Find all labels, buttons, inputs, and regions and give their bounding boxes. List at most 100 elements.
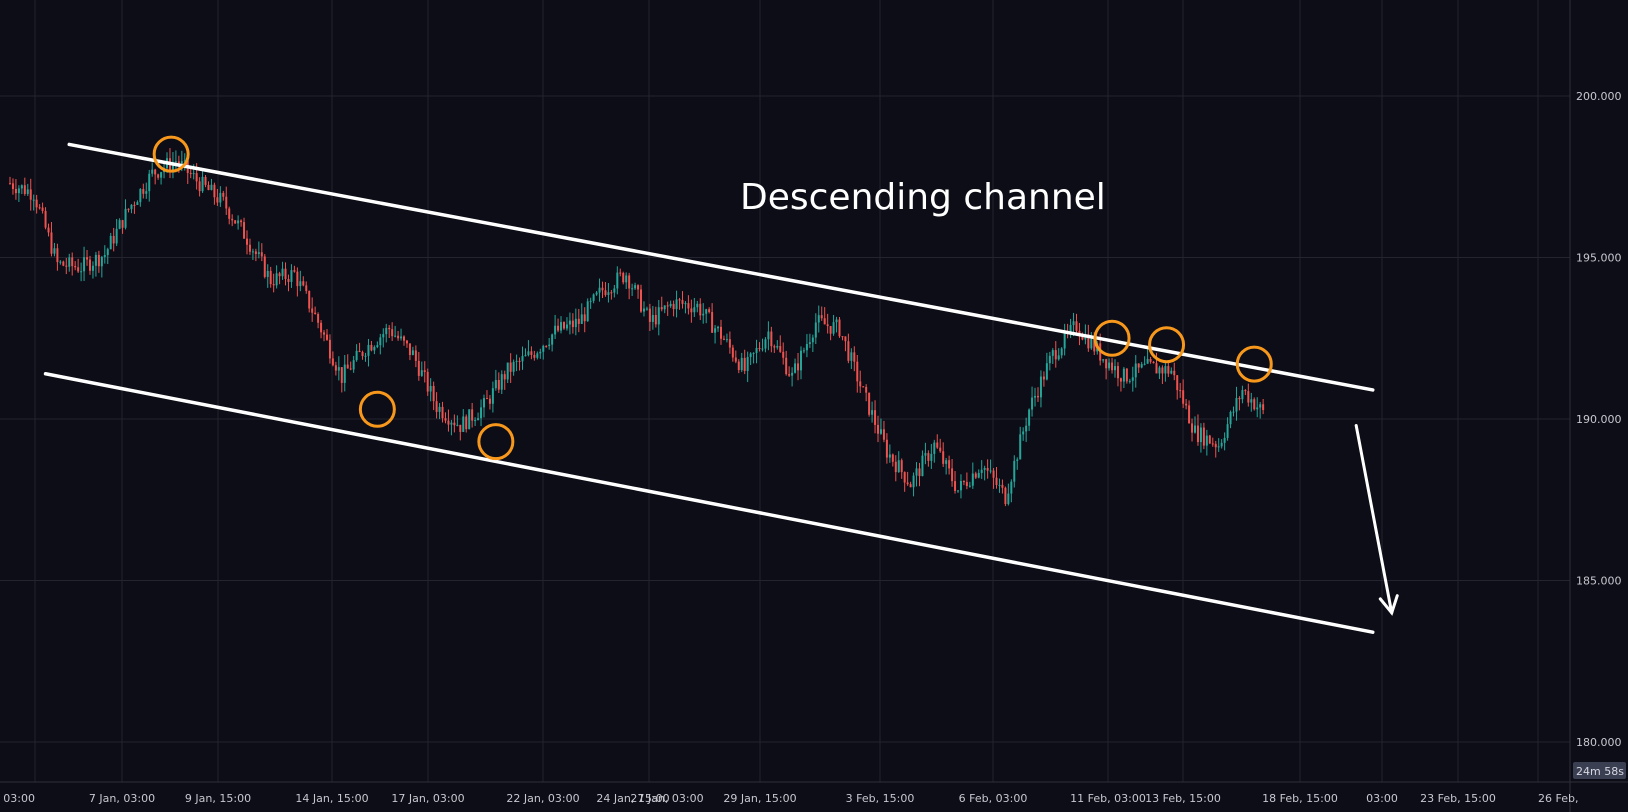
candle-body-150 — [453, 422, 456, 426]
candle-body-276 — [826, 324, 829, 327]
candle-body-320 — [957, 490, 959, 492]
candle-body-177 — [533, 354, 536, 358]
candle-body-39 — [124, 208, 127, 228]
candle-body-228 — [684, 303, 687, 305]
candle-body-379 — [1131, 377, 1134, 381]
candle-body-302 — [903, 472, 906, 483]
candle-body-283 — [847, 341, 850, 361]
candle-body-84 — [257, 252, 260, 255]
candle-body-3 — [17, 188, 20, 194]
candle-body-95 — [290, 270, 293, 282]
candle-body-27 — [88, 259, 91, 271]
candle-body-46 — [145, 191, 148, 194]
y-tick-label-0: 200.000 — [1576, 90, 1622, 103]
candle-body-108 — [328, 339, 331, 359]
touch-circle-3 — [1093, 319, 1131, 357]
candle-body-388 — [1158, 367, 1161, 374]
candle-body-11 — [41, 207, 44, 211]
projection-arrow[interactable] — [1354, 423, 1399, 616]
candle-body-202 — [607, 292, 610, 295]
candle-body-408 — [1217, 446, 1220, 448]
channel-lower-line[interactable] — [43, 372, 1375, 634]
candle-body-89 — [272, 284, 275, 286]
candle-body-135 — [408, 343, 411, 356]
candle-body-310 — [927, 453, 930, 461]
candle-body-68 — [210, 184, 213, 190]
candle-body-282 — [844, 336, 847, 342]
candle-body-164 — [494, 379, 497, 389]
candle-body-272 — [814, 322, 817, 338]
candle-body-281 — [841, 336, 844, 338]
candle-body-92 — [281, 268, 284, 277]
candle-body-340 — [1016, 459, 1019, 461]
candle-body-254 — [761, 348, 764, 350]
candle-body-2 — [14, 188, 17, 194]
candle-body-312 — [933, 442, 936, 454]
price-axis[interactable]: 200.000 195.000 190.000 185.000 180.000 — [1576, 90, 1622, 749]
candle-body-397 — [1185, 403, 1188, 406]
candle-body-220 — [660, 307, 663, 310]
candle-body-273 — [817, 315, 820, 323]
descending-channel[interactable] — [43, 142, 1375, 634]
candle-body-48 — [151, 169, 154, 174]
candle-body-62 — [192, 173, 195, 175]
candle-body-417 — [1244, 390, 1247, 392]
touch-circle-2 — [477, 423, 515, 461]
candle-body-34 — [109, 235, 112, 250]
candle-body-191 — [574, 318, 577, 328]
candle-body-162 — [488, 398, 491, 404]
candle-body-101 — [308, 290, 311, 309]
candle-body-59 — [183, 160, 186, 162]
candle-body-421 — [1256, 407, 1259, 410]
candle-body-17 — [59, 261, 62, 263]
candle-body-145 — [438, 406, 441, 412]
candle-body-61 — [189, 172, 192, 174]
candle-body-38 — [121, 220, 124, 228]
candle-body-8 — [32, 199, 35, 201]
candle-body-103 — [314, 312, 317, 315]
candle-body-169 — [509, 362, 512, 372]
candle-body-223 — [669, 303, 672, 307]
candle-body-190 — [571, 320, 574, 328]
candle-body-161 — [485, 398, 488, 400]
candle-body-83 — [254, 251, 257, 255]
candle-body-111 — [337, 367, 340, 371]
candle-body-412 — [1229, 411, 1232, 425]
candle-body-400 — [1194, 425, 1196, 433]
candle-body-188 — [565, 324, 568, 329]
time-axis[interactable]: 6 Jan, 03:00 7 Jan, 03:00 9 Jan, 15:00 14 J… — [0, 792, 1578, 805]
candle-body-210 — [631, 288, 634, 290]
candle-body-37 — [118, 220, 121, 229]
candle-body-36 — [115, 228, 118, 244]
candle-body-110 — [334, 365, 337, 371]
countdown-badge: 24m 58s — [1573, 762, 1626, 779]
candle-body-407 — [1214, 443, 1217, 448]
candle-body-266 — [797, 363, 800, 371]
candle-body-1 — [11, 183, 14, 189]
candle-body-109 — [331, 358, 334, 366]
candle-body-242 — [725, 339, 728, 341]
candle-body-155 — [468, 409, 471, 430]
candle-body-317 — [948, 460, 951, 469]
candle-body-347 — [1036, 395, 1039, 398]
candle-body-293 — [877, 424, 880, 434]
candle-body-288 — [862, 386, 865, 388]
candle-body-77 — [237, 220, 240, 224]
candle-body-131 — [397, 335, 400, 339]
candle-body-134 — [405, 340, 408, 344]
candle-body-132 — [400, 336, 403, 339]
candle-body-128 — [388, 327, 391, 330]
candle-body-195 — [586, 301, 589, 322]
channel-upper-line[interactable] — [67, 142, 1375, 392]
projection-arrow-shaft[interactable] — [1354, 423, 1394, 615]
candle-body-323 — [965, 482, 968, 487]
x-tick-label-10: 6 Feb, 03:00 — [959, 792, 1028, 805]
candle-body-355 — [1060, 348, 1063, 356]
candle-body-382 — [1140, 364, 1143, 368]
candle-body-81 — [248, 244, 251, 252]
candle-body-65 — [201, 176, 204, 192]
candle-body-403 — [1202, 427, 1205, 446]
candle-body-186 — [560, 322, 563, 331]
touch-circle-4 — [1148, 326, 1186, 364]
